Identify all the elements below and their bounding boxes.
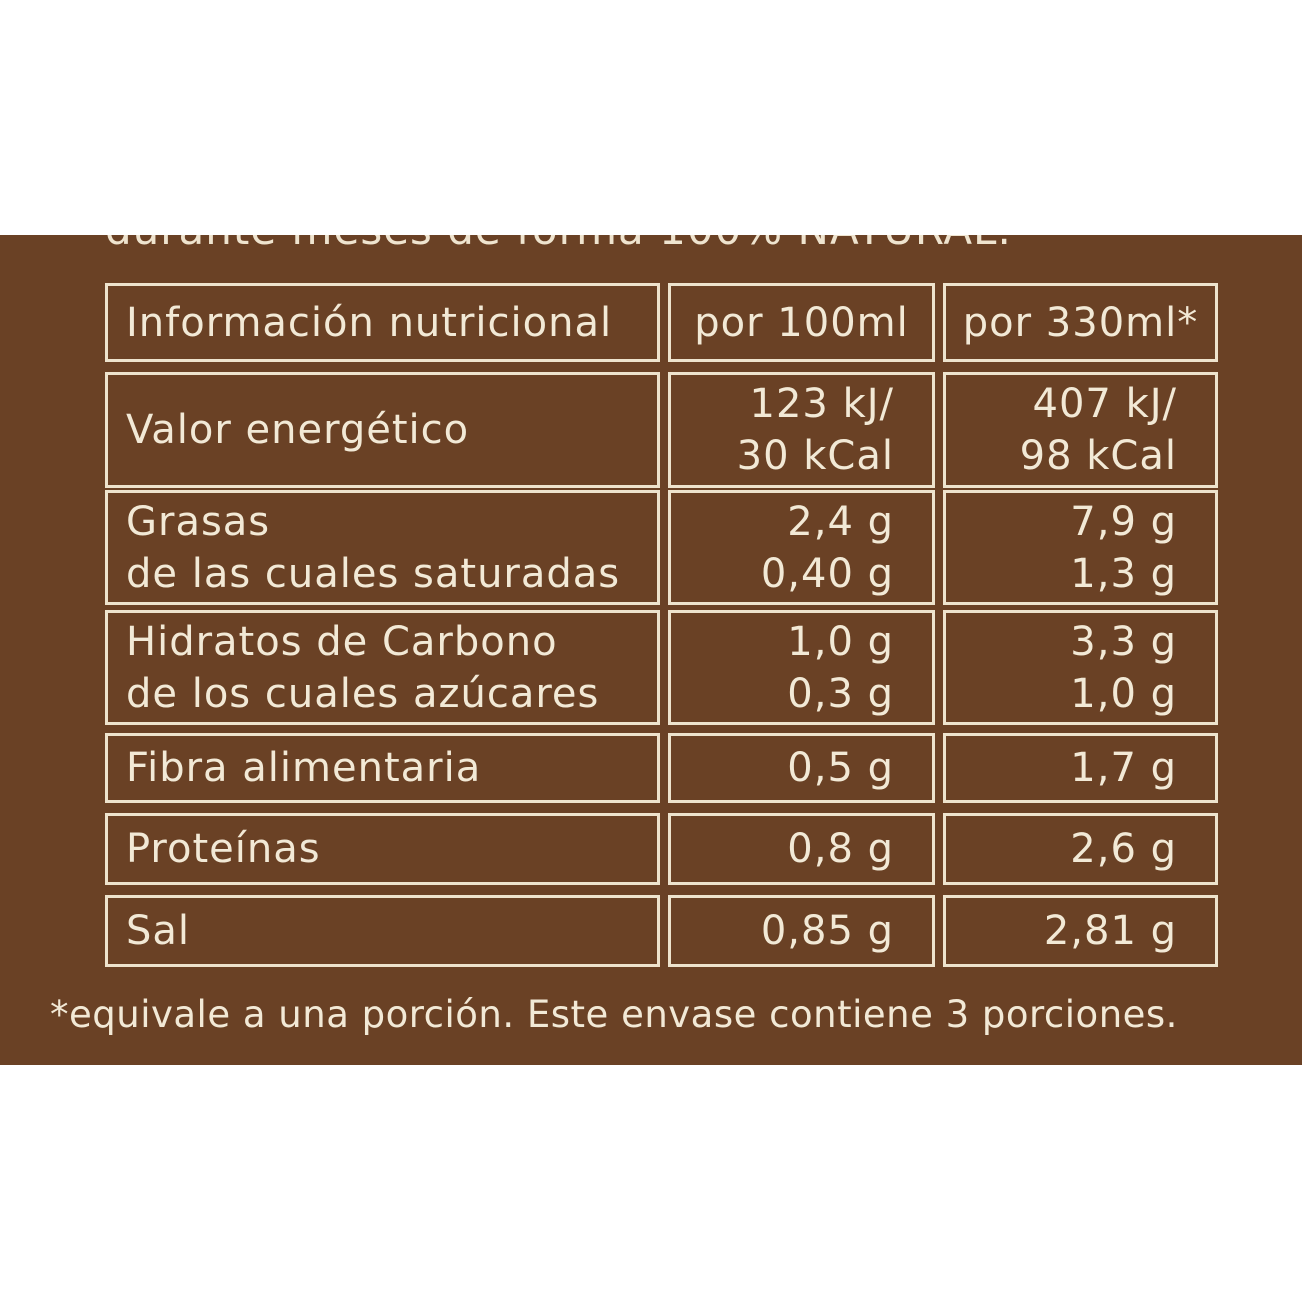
value-cell: 2,4 g 0,40 g <box>668 490 935 605</box>
nutrient-name: Sal <box>126 908 191 954</box>
nutrient-value: 0,40 g <box>760 550 894 597</box>
nutrient-value: 1,0 g <box>1070 670 1177 717</box>
nutrient-value: 123 kJ/ <box>749 381 894 427</box>
nutrient-value: 1,7 g <box>1070 745 1177 791</box>
value-cell: 0,5 g <box>668 733 935 803</box>
header-text: Información nutricional <box>126 299 613 346</box>
header-text: durante meses de forma 100% NATURAL. <box>105 235 1012 254</box>
row-label-cell: Hidratos de Carbono de los cuales azúcare… <box>105 610 660 725</box>
nutrient-value: 0,8 g <box>787 826 894 872</box>
label-panel: durante meses de forma 100% NATURAL. *eq… <box>0 235 1302 1065</box>
value-cell: 2,81 g <box>943 895 1218 967</box>
nutrient-value: 2,4 g <box>787 498 894 545</box>
row-label-cell: Fibra alimentaria <box>105 733 660 803</box>
value-cell: 1,7 g <box>943 733 1218 803</box>
nutrient-name: Hidratos de Carbono <box>126 618 558 665</box>
row-label-cell: Grasas de las cuales saturadas <box>105 490 660 605</box>
nutrient-value: 30 kCal <box>736 433 894 479</box>
header-text: por 330ml* <box>962 299 1199 346</box>
header-cell: Información nutricional <box>105 283 660 362</box>
nutrient-value: 0,3 g <box>787 670 894 717</box>
nutrient-value: 2,81 g <box>1043 908 1177 954</box>
value-cell: 1,0 g 0,3 g <box>668 610 935 725</box>
nutrient-value: 0,85 g <box>760 908 894 954</box>
header-text: por 100ml <box>694 299 909 346</box>
header-cell: por 330ml* <box>943 283 1218 362</box>
nutrient-name: Valor energético <box>126 407 470 453</box>
row-label-cell: Valor energético <box>105 372 660 488</box>
nutrient-value: 2,6 g <box>1070 826 1177 872</box>
nutrient-value: 98 kCal <box>1019 433 1177 479</box>
value-cell: 407 kJ/98 kCal <box>943 372 1218 488</box>
footnote: *equivale a una porción. Este envase con… <box>50 993 1178 1036</box>
nutrient-value: 7,9 g <box>1070 498 1177 545</box>
row-label-cell: Sal <box>105 895 660 967</box>
header-cell: por 100ml <box>668 283 935 362</box>
nutrient-value: 3,3 g <box>1070 618 1177 665</box>
row-label-cell: Proteínas <box>105 813 660 885</box>
nutrient-value: 1,0 g <box>787 618 894 665</box>
nutrient-value: 407 kJ/ <box>1032 381 1177 427</box>
nutrient-name: Grasas <box>126 498 271 545</box>
nutrient-value: 1,3 g <box>1070 550 1177 597</box>
value-cell: 7,9 g 1,3 g <box>943 490 1218 605</box>
value-cell: 123 kJ/30 kCal <box>668 372 935 488</box>
nutrient-value: 0,5 g <box>787 745 894 791</box>
nutrient-name: de los cuales azúcares <box>126 670 600 717</box>
nutrient-name: de las cuales saturadas <box>126 550 621 597</box>
value-cell: 3,3 g 1,0 g <box>943 610 1218 725</box>
value-cell: 2,6 g <box>943 813 1218 885</box>
value-cell: 0,8 g <box>668 813 935 885</box>
nutrient-name: Fibra alimentaria <box>126 745 482 791</box>
nutrient-name: Proteínas <box>126 826 321 872</box>
value-cell: 0,85 g <box>668 895 935 967</box>
